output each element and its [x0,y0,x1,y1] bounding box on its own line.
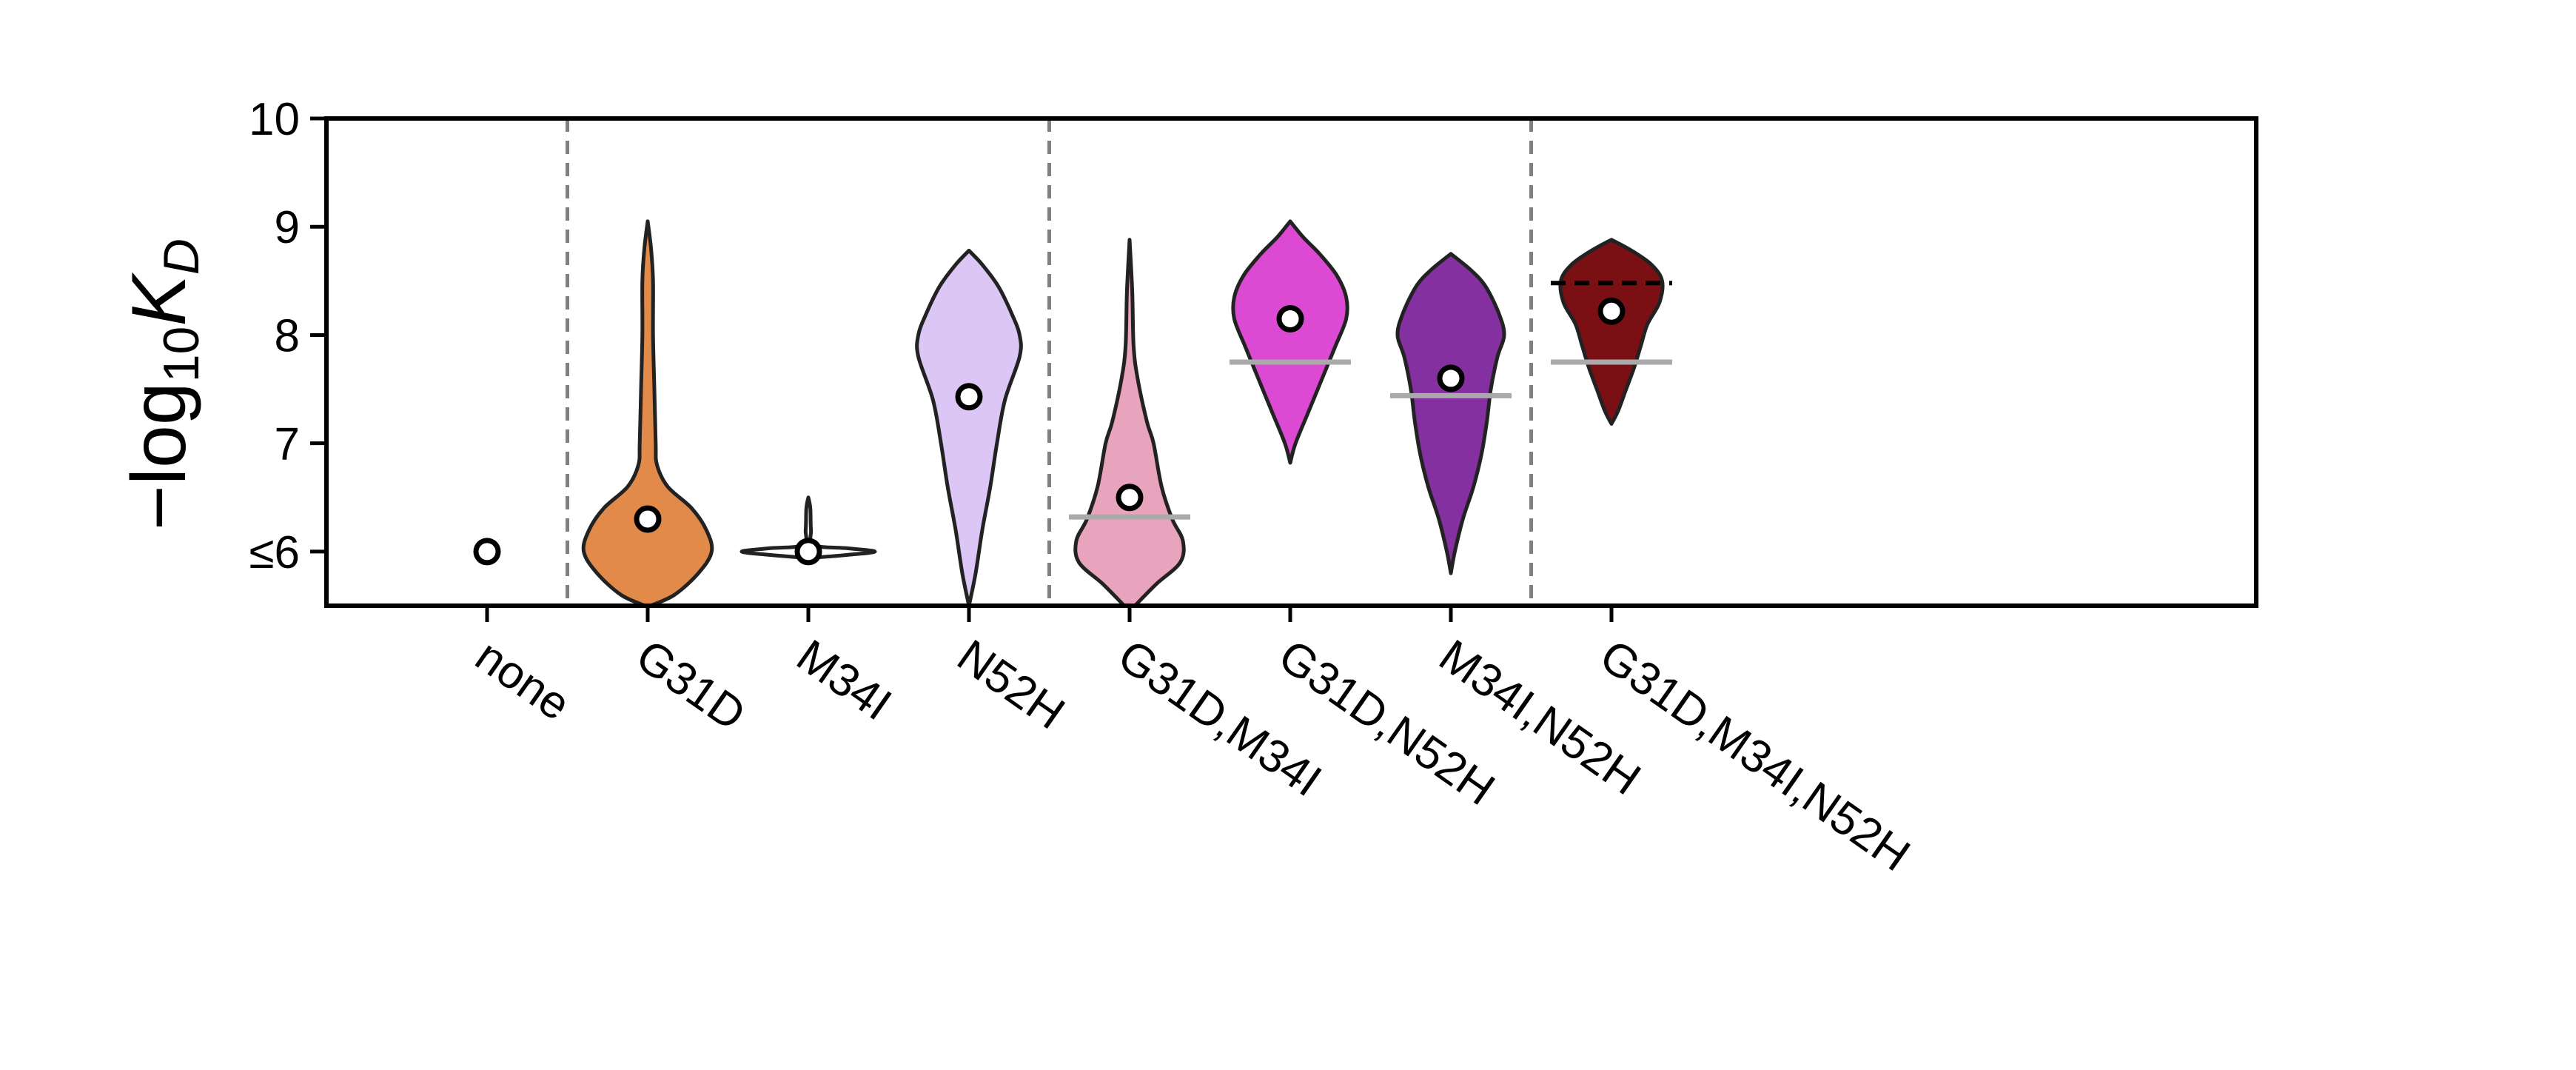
x-tick-label-none: none [466,630,580,731]
mean-point-g31d-m34i-n52h [1597,297,1626,325]
violin-g31d [581,219,714,608]
violin-layer [581,219,1665,608]
y-tick-label-10: 10 [249,94,300,145]
violin-g31d-m34i-n52h [1558,238,1665,426]
x-tick-label-g31d-m34i-n52h: G31D,M34I,N52H [1591,630,1919,881]
mean-point-g31d-m34i [1116,484,1144,512]
reference-lines [1069,281,1672,520]
mean-point-n52h [955,383,983,411]
x-axis: none G31D M34I N52H G31D,M34IG31D,N52HM34I,N… [466,606,1919,881]
y-tick-label-7: 7 [275,419,300,470]
violin-g31d-m34i [1073,238,1186,608]
y-tick-label-9: 9 [275,202,300,253]
mean-point-g31d-n52h [1276,305,1304,333]
y-axis-label: −log10KD [116,238,209,530]
violin-m34i [739,495,877,561]
mean-point-none [473,538,501,566]
mean-point-g31d [634,505,662,533]
y-tick-label-8: 8 [275,310,300,361]
y-tick-label-6: ≤6 [249,527,300,578]
mean-point-m34i-n52h [1437,364,1465,392]
mean-point-m34i [794,538,822,566]
violin-n52h [915,248,1023,608]
mean-points [473,297,1626,566]
x-tick-label-m34i: M34I [788,630,900,731]
ylabel-subscript: 10 [153,327,209,383]
violin-g31d-n52h [1231,219,1349,465]
x-tick-label-g31d: G31D [627,630,754,740]
group-dividers [566,118,1533,606]
y-axis: ≤6 7 8 9 10 [249,94,326,578]
violin-m34i-n52h [1395,252,1506,575]
ylabel-prefix: −log [116,382,202,530]
x-tick-label-n52h: N52H [948,630,1073,739]
ylabel-italic-subscript: D [153,238,209,275]
ylabel-italic: K [116,272,202,327]
